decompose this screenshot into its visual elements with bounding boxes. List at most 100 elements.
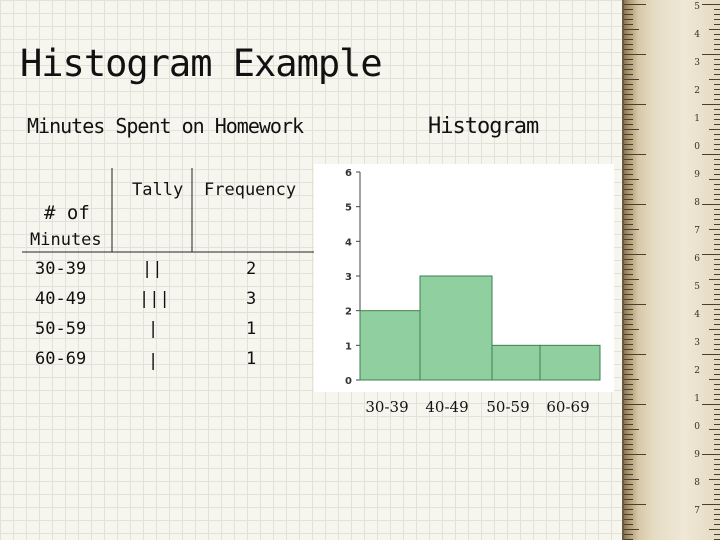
- ruler-tick: [714, 424, 720, 425]
- ruler-tick: [624, 299, 633, 300]
- ruler-tick: [624, 524, 633, 525]
- ruler-tick: [624, 404, 646, 405]
- ruler-tick: [624, 224, 633, 225]
- ruler-tick: [624, 274, 633, 275]
- ruler-tick: [702, 4, 720, 5]
- ruler-tick: [714, 234, 720, 235]
- ruler-tick: [624, 344, 633, 345]
- ruler-tick: [714, 19, 720, 20]
- ruler-tick: [624, 489, 633, 490]
- header-minutes-line2: Minutes: [30, 230, 102, 250]
- ruler-tick: [714, 359, 720, 360]
- ruler-tick: [714, 319, 720, 320]
- row-range: 50-59: [35, 319, 87, 339]
- ruler-number: 0: [694, 422, 700, 432]
- ruler-tick: [714, 344, 720, 345]
- ruler-number: 7: [694, 226, 700, 236]
- ruler-tick: [624, 484, 633, 485]
- ruler-tick: [624, 394, 633, 395]
- ruler-tick: [714, 159, 720, 160]
- ruler-tick: [624, 129, 639, 130]
- ruler-tick: [714, 419, 720, 420]
- ruler-tick: [714, 184, 720, 185]
- ruler-tick: [714, 244, 720, 245]
- ruler-tick: [714, 414, 720, 415]
- ruler-tick: [624, 134, 633, 135]
- ruler-tick: [624, 289, 633, 290]
- ruler-tick: [624, 124, 633, 125]
- row-frequency: 3: [246, 289, 257, 309]
- ruler-number: 2: [694, 366, 700, 376]
- ruler-tick: [624, 209, 633, 210]
- ruler-tick: [714, 389, 720, 390]
- ruler-tick: [714, 119, 720, 120]
- ruler-tick: [714, 194, 720, 195]
- ruler-tick: [624, 429, 639, 430]
- ruler-tick: [624, 384, 633, 385]
- ruler-tick: [624, 369, 633, 370]
- ruler-tick: [624, 34, 633, 35]
- ruler-tick: [624, 399, 633, 400]
- ruler-tick: [624, 519, 633, 520]
- ruler-tick: [714, 384, 720, 385]
- ruler-tick: [624, 279, 639, 280]
- ruler-tick: [624, 74, 633, 75]
- ruler-tick: [702, 354, 720, 355]
- ruler-tick: [624, 99, 633, 100]
- ruler-tick: [624, 259, 633, 260]
- histogram-bar: [539, 344, 601, 381]
- ruler-tick: [714, 464, 720, 465]
- ruler-tick: [624, 469, 633, 470]
- ruler-tick: [624, 89, 633, 90]
- x-category-label: 50-59: [486, 398, 529, 416]
- ruler-tick: [714, 219, 720, 220]
- ruler-tick: [624, 114, 633, 115]
- ruler-tick: [624, 359, 633, 360]
- ruler-tick: [624, 219, 633, 220]
- ruler-tick: [624, 64, 633, 65]
- ruler-number: 5: [694, 282, 700, 292]
- ruler-tick: [624, 194, 633, 195]
- ruler-tick: [624, 164, 633, 165]
- y-tick-label: 0: [345, 376, 352, 387]
- ruler-tick: [714, 294, 720, 295]
- x-category-label: 30-39: [365, 398, 408, 416]
- ruler-tick: [624, 354, 646, 355]
- ruler-tick: [624, 269, 633, 270]
- ruler-tick: [624, 159, 633, 160]
- ruler-tick: [624, 204, 646, 205]
- ruler-tick: [714, 49, 720, 50]
- ruler-tick: [714, 394, 720, 395]
- ruler-tick: [714, 199, 720, 200]
- y-tick-label: 2: [345, 307, 352, 318]
- ruler-tick: [714, 169, 720, 170]
- ruler-tick: [714, 94, 720, 95]
- ruler-tick: [714, 284, 720, 285]
- ruler-tick: [702, 104, 720, 105]
- ruler-tick: [624, 4, 646, 5]
- ruler-number: 5: [694, 2, 700, 12]
- ruler-tick: [714, 124, 720, 125]
- ruler-tick: [624, 479, 639, 480]
- ruler-tick: [624, 309, 633, 310]
- ruler-tick: [624, 109, 633, 110]
- ruler-tick: [624, 504, 646, 505]
- ruler-tick: [624, 414, 633, 415]
- ruler-tick: [624, 444, 633, 445]
- ruler-tick: [714, 89, 720, 90]
- ruler-tick: [624, 24, 633, 25]
- ruler-tick: [714, 309, 720, 310]
- ruler-tick: [624, 349, 633, 350]
- ruler-tick: [702, 204, 720, 205]
- ruler-tick: [702, 504, 720, 505]
- ruler-tick: [709, 379, 720, 380]
- ruler-tick: [714, 9, 720, 10]
- ruler-number: 7: [694, 506, 700, 516]
- ruler-tick: [709, 529, 720, 530]
- table-grid-lines: [22, 168, 320, 253]
- ruler-tick: [624, 184, 633, 185]
- ruler-number: 9: [694, 450, 700, 460]
- ruler-tick: [624, 179, 639, 180]
- ruler-tick: [624, 294, 633, 295]
